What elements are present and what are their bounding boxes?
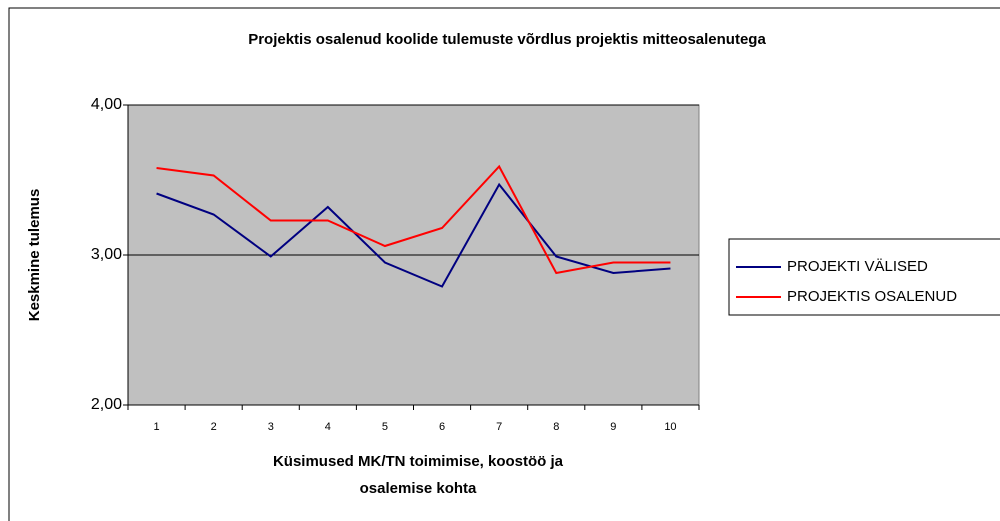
legend-label: PROJEKTI VÄLISED [787, 258, 928, 275]
x-tick-label: 4 [325, 421, 331, 433]
x-tick-label: 8 [553, 421, 559, 433]
series-line [156, 164, 671, 275]
legend-label: PROJEKTIS OSALENUD [787, 288, 957, 305]
x-tick-label: 2 [211, 421, 217, 433]
series-line [156, 182, 671, 288]
x-tick-label: 5 [382, 421, 388, 433]
x-tick-label: 7 [496, 421, 502, 433]
y-axis-title: Keskmine tulemus [26, 189, 43, 322]
chart-title: Projektis osalenud koolide tulemuste võr… [248, 31, 766, 48]
y-tick-label: 4,00 [91, 96, 122, 113]
y-tick-label: 3,00 [91, 246, 122, 263]
x-axis-title: Küsimused MK/TN toimimise, koostöö ja [273, 453, 564, 470]
x-tick-label: 1 [153, 421, 159, 433]
x-tick-label: 3 [268, 421, 274, 433]
x-tick-label: 10 [664, 421, 676, 433]
y-tick-label: 2,00 [91, 396, 122, 413]
legend-box [728, 238, 1000, 316]
x-tick-label: 9 [610, 421, 616, 433]
x-tick-label: 6 [439, 421, 445, 433]
x-axis-title: osalemise kohta [360, 480, 477, 497]
